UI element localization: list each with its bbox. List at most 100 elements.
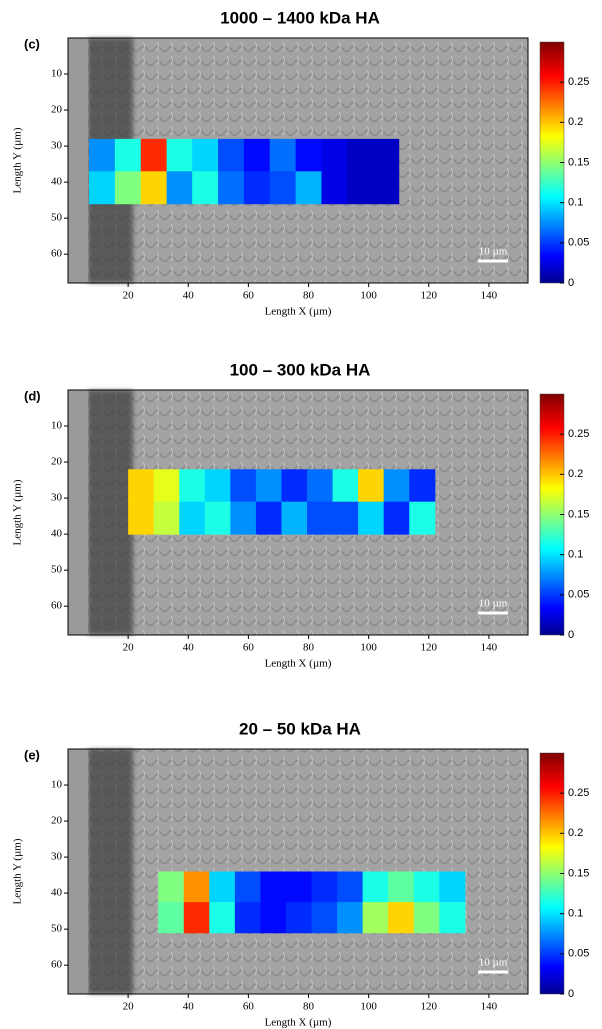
heat-cell <box>234 902 261 934</box>
y-tick-label: 20 <box>51 815 63 827</box>
scale-bar-label: 10 µm <box>479 246 508 258</box>
colorbar-tick-label: 0 <box>568 988 574 1000</box>
heat-cell <box>269 138 297 172</box>
heat-cell <box>383 469 410 503</box>
heat-cell <box>158 871 185 903</box>
heat-cell <box>307 501 334 535</box>
y-tick-label: 60 <box>51 248 63 260</box>
y-tick-label: 10 <box>51 779 63 791</box>
heat-cell <box>234 871 261 903</box>
heat-cell <box>337 902 364 934</box>
heat-cell <box>166 171 193 205</box>
heat-cell <box>192 138 219 172</box>
heat-cell <box>255 501 282 535</box>
y-tick-label: 50 <box>51 564 63 576</box>
y-tick-label: 10 <box>51 68 63 80</box>
heat-cell <box>311 902 338 934</box>
heat-cell <box>89 138 116 172</box>
x-tick-label: 60 <box>243 1001 255 1013</box>
colorbar-tick-label: 0.25 <box>568 787 589 799</box>
colorbar-tick-label: 0 <box>568 629 574 641</box>
scale-bar-label: 10 µm <box>479 598 508 610</box>
heat-cell <box>383 501 410 535</box>
heat-cell <box>260 902 287 934</box>
panel-title: 100 – 300 kDa HA <box>230 360 371 379</box>
y-tick-label: 60 <box>51 959 63 971</box>
plot-frame <box>67 389 529 636</box>
heat-cell <box>140 138 168 172</box>
x-tick-label: 120 <box>421 290 438 302</box>
panel-label: (e) <box>24 747 40 762</box>
heat-cell <box>230 469 257 503</box>
heat-cell <box>439 902 466 934</box>
heatmap <box>158 871 466 934</box>
heat-cell <box>89 171 116 205</box>
y-axis-label: Length Y (µm) <box>12 127 24 193</box>
y-tick-label: 40 <box>51 176 63 188</box>
heat-cell <box>413 902 440 934</box>
heat-cell <box>183 902 210 934</box>
micrograph-left <box>68 390 88 635</box>
x-tick-label: 40 <box>183 290 195 302</box>
x-tick-label: 120 <box>421 642 438 654</box>
heat-cell <box>114 171 142 205</box>
colorbar-tick-label: 0.25 <box>568 76 589 88</box>
y-tick-label: 20 <box>51 456 63 468</box>
colorbar-tick-label: 0.15 <box>568 867 589 879</box>
heat-cell <box>114 138 142 172</box>
x-tick-label: 60 <box>243 642 255 654</box>
heat-cell <box>158 902 185 934</box>
plot-frame <box>67 748 529 995</box>
heat-cell <box>337 871 364 903</box>
heat-cell <box>358 469 385 503</box>
heat-cell <box>179 469 206 503</box>
heat-cell <box>295 138 322 172</box>
heat-cell <box>204 501 231 535</box>
heat-cell <box>362 902 389 934</box>
heat-cell <box>413 871 440 903</box>
heat-cell <box>166 138 193 172</box>
colorbar-tick-label: 0.2 <box>568 468 583 480</box>
x-tick-label: 100 <box>360 290 377 302</box>
heat-cell <box>230 501 257 535</box>
x-tick-label: 20 <box>123 642 135 654</box>
micrograph-left <box>68 749 88 994</box>
heatmap <box>128 469 436 535</box>
heat-cell <box>347 138 374 172</box>
y-tick-label: 30 <box>51 140 63 152</box>
x-axis-label: Length X (µm) <box>265 306 332 318</box>
panel-title: 1000 – 1400 kDa HA <box>220 8 380 27</box>
x-axis-label: Length X (µm) <box>265 1017 332 1029</box>
colorbar-tick-label: 0 <box>568 277 574 289</box>
y-axis-label: Length Y (µm) <box>12 838 24 904</box>
plot-frame <box>67 37 529 284</box>
heat-cell <box>153 469 180 503</box>
heat-cell <box>260 871 287 903</box>
x-tick-label: 80 <box>303 1001 315 1013</box>
colorbar-tick-label: 0.1 <box>568 197 583 209</box>
colorbar-tick-label: 0.05 <box>568 948 589 960</box>
colorbar-tick-label: 0.1 <box>568 549 583 561</box>
heat-cell <box>255 469 282 503</box>
heat-cell <box>372 138 400 172</box>
x-tick-label: 140 <box>481 1001 498 1013</box>
heat-cell <box>362 871 389 903</box>
heat-cell <box>439 871 466 903</box>
heat-cell <box>281 501 308 535</box>
heat-cell <box>209 871 236 903</box>
x-tick-label: 60 <box>243 290 255 302</box>
x-tick-label: 20 <box>123 290 135 302</box>
heat-cell <box>409 501 436 535</box>
heat-cell <box>218 138 245 172</box>
heat-cell <box>140 171 168 205</box>
x-tick-label: 40 <box>183 642 195 654</box>
heat-cell <box>128 501 155 535</box>
colorbar-tick-label: 0.1 <box>568 908 583 920</box>
x-tick-label: 140 <box>481 290 498 302</box>
heat-cell <box>285 871 313 903</box>
heat-cell <box>218 171 245 205</box>
panel-title: 20 – 50 kDa HA <box>239 719 361 738</box>
heat-cell <box>179 501 206 535</box>
x-tick-label: 40 <box>183 1001 195 1013</box>
